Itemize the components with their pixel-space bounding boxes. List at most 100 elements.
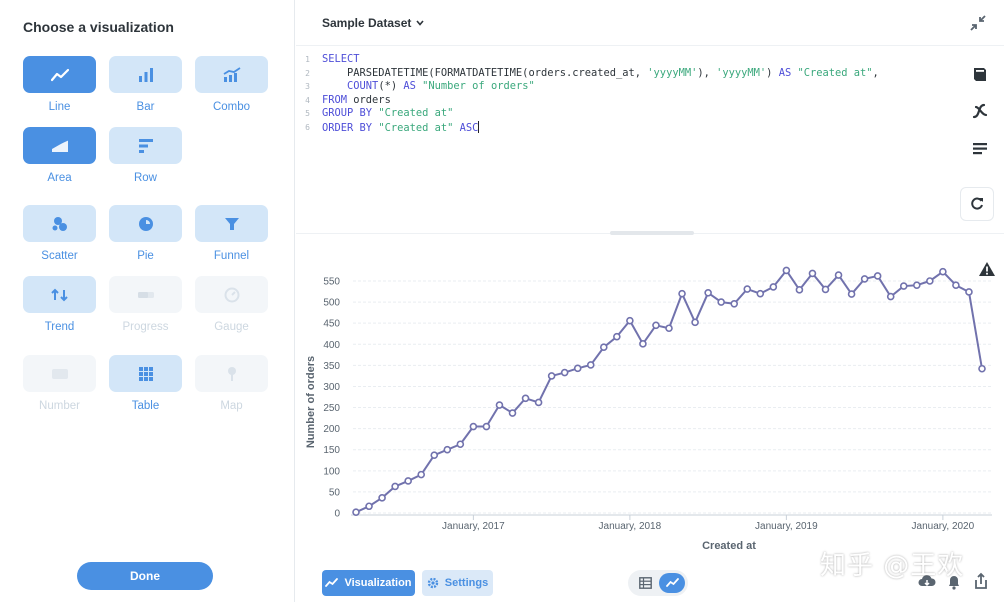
data-point[interactable] [586, 361, 595, 369]
viz-tile-map: Map [195, 355, 281, 412]
viz-tile-scatter[interactable]: Scatter [23, 205, 109, 262]
data-point[interactable] [899, 282, 908, 290]
bell-icon[interactable] [947, 574, 961, 590]
collapse-icon[interactable] [970, 15, 986, 31]
data-point[interactable] [534, 398, 543, 407]
data-point[interactable] [847, 290, 856, 298]
viz-tile-label: Line [48, 101, 71, 113]
data-point[interactable] [456, 440, 465, 449]
share-icon[interactable] [973, 572, 989, 590]
data-point[interactable] [769, 283, 778, 291]
resize-handle[interactable] [610, 231, 694, 235]
funnel-icon [224, 217, 239, 230]
viz-tile-row[interactable]: Row [109, 127, 195, 184]
settings-button-label: Settings [444, 577, 489, 589]
data-point[interactable] [482, 422, 491, 431]
area-chart-icon [51, 138, 68, 152]
data-point[interactable] [391, 482, 399, 491]
data-point[interactable] [521, 394, 530, 403]
chart-view-toggle[interactable] [659, 573, 685, 593]
viz-tile-area[interactable]: Area [23, 127, 109, 184]
data-point[interactable] [665, 324, 673, 333]
viz-tile-bar[interactable]: Bar [109, 56, 195, 113]
y-tick-label: 300 [323, 382, 340, 393]
data-point[interactable] [573, 364, 582, 373]
line-chart: 0 50 100 150 200 250 300 350 400 450 500 550 January… [305, 266, 992, 552]
data-point[interactable] [834, 271, 843, 279]
data-point[interactable] [860, 275, 869, 283]
data-point[interactable] [821, 285, 830, 294]
data-point[interactable] [365, 502, 373, 511]
data-point[interactable] [417, 470, 426, 479]
sql-editor[interactable]: 1 SELECT 2 PARSEDATETIME(FORMATDATETIME(o… [296, 46, 1004, 234]
data-reference-icon[interactable] [972, 66, 988, 82]
viz-tile-line[interactable]: Line [23, 56, 109, 113]
data-point[interactable] [782, 266, 791, 275]
data-point[interactable] [560, 368, 569, 377]
data-point[interactable] [599, 343, 608, 352]
data-point[interactable] [547, 372, 556, 380]
data-point[interactable] [652, 321, 660, 330]
visualization-button[interactable]: Visualization [322, 570, 415, 596]
viz-tile-label: Table [131, 400, 160, 412]
gauge-icon [224, 287, 239, 302]
dataset-selector[interactable]: Sample Dataset [322, 16, 424, 30]
snippets-icon[interactable] [972, 142, 988, 156]
data-point[interactable] [886, 292, 895, 301]
viz-tile-label: Scatter [41, 250, 78, 262]
data-point[interactable] [378, 494, 386, 502]
data-point[interactable] [939, 267, 947, 276]
data-point[interactable] [965, 288, 973, 296]
refresh-button[interactable] [960, 187, 994, 221]
viz-tile-funnel[interactable]: Funnel [195, 205, 281, 262]
data-point[interactable] [639, 340, 647, 348]
settings-button[interactable]: Settings [422, 570, 493, 596]
data-point[interactable] [808, 269, 817, 278]
data-point[interactable] [613, 332, 621, 341]
viz-tile-table[interactable]: Table [109, 355, 195, 412]
x-tick-label: January, 2018 [599, 521, 662, 532]
done-button[interactable]: Done [77, 562, 213, 590]
view-toggle [628, 570, 688, 596]
row-chart-icon [138, 138, 153, 153]
data-point[interactable] [352, 508, 360, 516]
scatter-chart-icon [52, 216, 67, 231]
data-point[interactable] [508, 409, 517, 417]
data-point[interactable] [952, 281, 960, 290]
data-point[interactable] [730, 299, 739, 308]
data-point[interactable] [978, 364, 986, 373]
data-point[interactable] [469, 422, 478, 431]
y-tick-label: 100 [323, 466, 340, 477]
data-point[interactable] [443, 445, 452, 454]
viz-tile-number: Number [23, 355, 109, 412]
gear-icon [427, 577, 438, 589]
warning-icon[interactable] [978, 261, 996, 277]
data-point[interactable] [717, 298, 725, 306]
data-point[interactable] [926, 277, 934, 285]
data-point[interactable] [678, 289, 686, 298]
data-point[interactable] [873, 272, 882, 280]
data-point[interactable] [404, 477, 412, 485]
data-point[interactable] [691, 318, 699, 327]
download-icon[interactable] [918, 574, 936, 590]
viz-tile-combo[interactable]: Combo [195, 56, 281, 113]
footer-bar: Visualization Settings [296, 562, 1004, 602]
data-point[interactable] [704, 289, 712, 297]
dataset-name: Sample Dataset [322, 16, 412, 30]
data-point[interactable] [912, 281, 921, 290]
viz-tile-label: Progress [122, 321, 169, 333]
line-number: 5 [305, 109, 310, 118]
viz-tile-trend[interactable]: Trend [23, 276, 109, 333]
variables-icon[interactable] [972, 103, 988, 119]
data-point[interactable] [756, 289, 765, 298]
data-point[interactable] [743, 285, 752, 293]
data-point[interactable] [430, 451, 439, 460]
viz-tile-pie[interactable]: Pie [109, 205, 195, 262]
data-point[interactable] [795, 286, 804, 294]
data-point[interactable] [495, 401, 504, 409]
series-line [355, 269, 983, 514]
data-point[interactable] [626, 316, 634, 325]
table-icon [138, 366, 153, 381]
table-view-toggle[interactable] [632, 573, 658, 593]
line-number: 2 [305, 68, 310, 78]
